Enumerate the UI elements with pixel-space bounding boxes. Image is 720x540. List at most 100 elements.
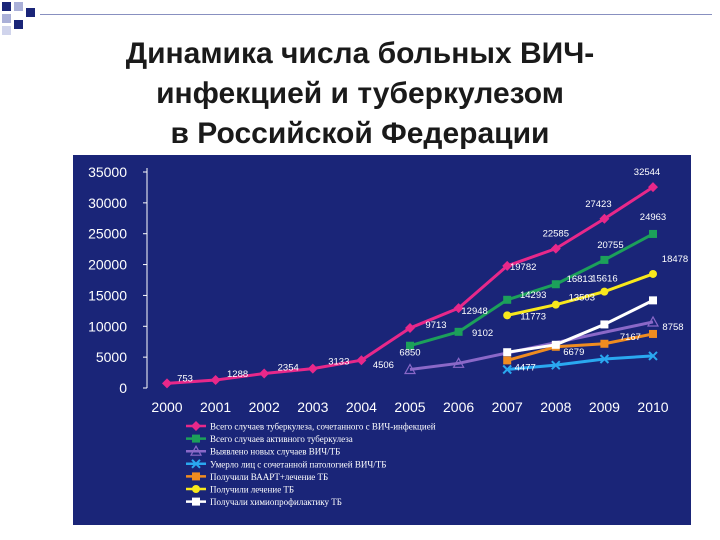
data-point [600,255,609,264]
x-tick-label: 2003 [297,399,328,415]
slide-title: Динамика числа больных ВИЧ- инфекцией и … [60,34,660,154]
series-line [507,354,654,371]
data-point [599,354,610,364]
data-label: 32544 [634,167,660,178]
data-point [600,320,609,329]
data-label: 9102 [472,328,493,339]
decor-square [2,2,11,11]
data-label: 4506 [373,360,394,371]
data-label: 22585 [543,229,569,240]
data-point [551,280,560,289]
legend-label: Выявлено новых случаев ВИЧ/ТБ [210,447,340,457]
decor-square [26,8,35,17]
data-point [503,356,512,365]
x-tick-label: 2009 [589,399,620,415]
x-tick-label: 2000 [151,399,182,415]
legend-marker [191,421,201,431]
data-label: 6679 [563,347,584,358]
legend-marker [191,459,201,469]
data-point [649,296,657,305]
data-point [649,229,657,238]
data-label: 20755 [597,240,623,251]
x-tick-label: 2007 [492,399,523,415]
data-label: 1288 [227,369,248,380]
legend-marker [192,497,200,506]
data-point [550,243,561,254]
series-line [506,332,654,362]
data-label: 24963 [640,212,666,223]
data-point [452,357,465,368]
x-tick-label: 2004 [346,399,377,415]
data-point [503,311,512,320]
x-tick-label: 2001 [200,399,231,415]
y-tick-label: 15000 [88,287,127,303]
legend-label: Получали химиопрофилактику ТБ [210,497,342,507]
title-line: в Российской Федерации [170,117,550,150]
data-point [551,360,561,370]
data-point [502,260,513,271]
legend-marker [189,444,203,456]
x-tick-label: 2005 [394,399,425,415]
y-tick-label: 10000 [88,318,127,334]
data-label: 18478 [662,254,688,265]
data-point [649,329,657,338]
data-point [307,363,318,374]
decor-square [2,26,11,35]
data-label: 14293 [520,290,546,301]
data-point [210,375,221,386]
data-point [551,300,560,309]
legend-label: Получили лечение ТБ [210,485,294,495]
series-line [409,232,654,348]
data-point [454,327,463,336]
data-point [356,355,367,366]
data-point [405,323,415,334]
data-label: 2354 [278,362,299,373]
data-point [453,303,464,314]
data-point [649,269,657,278]
title-line: инфекцией и туберкулезом [156,77,564,110]
data-point [646,315,660,327]
legend-label: Получили ВААРТ+лечение ТБ [210,472,328,482]
decor-square [2,14,11,23]
data-point [551,340,560,349]
data-point [403,363,417,375]
data-label: 6850 [399,348,420,359]
data-point [503,295,512,304]
x-tick-label: 2010 [637,399,668,415]
data-point [599,213,610,224]
data-label: 27423 [585,199,611,210]
y-tick-label: 25000 [88,226,127,242]
header-line [40,14,712,15]
data-point [502,364,512,375]
x-tick-label: 2006 [443,399,474,415]
data-label: 11773 [520,311,546,322]
data-point [259,368,270,379]
data-point [648,351,658,361]
data-label: 9713 [425,320,446,331]
data-label: 3133 [328,357,349,368]
y-tick-label: 5000 [96,349,127,365]
data-point [600,287,609,296]
chart-panel [73,155,691,525]
data-label: 15616 [591,274,617,285]
data-label: 16813 [567,274,593,285]
legend-label: Всего случаев туберкулеза, сочетанного с… [210,422,436,432]
legend-marker [192,472,200,481]
y-tick-label: 35000 [88,164,127,180]
decor-square [14,20,23,29]
legend-label: Умерло лиц с сочетанной патологией ВИЧ/Т… [210,459,386,469]
legend-marker [192,485,200,493]
y-tick-label: 20000 [88,257,127,273]
legend-label: Всего случаев активного туберкулеза [210,434,353,444]
y-tick-label: 0 [119,380,127,396]
series-line [506,272,654,317]
data-label: 8758 [662,322,683,333]
y-tick-label: 30000 [88,195,127,211]
corner-decoration [0,0,60,45]
x-tick-label: 2008 [540,399,571,415]
data-point [406,341,414,350]
data-label: 19782 [510,262,536,273]
data-label: 753 [177,373,193,384]
title-line: Динамика числа больных ВИЧ- [125,37,595,70]
